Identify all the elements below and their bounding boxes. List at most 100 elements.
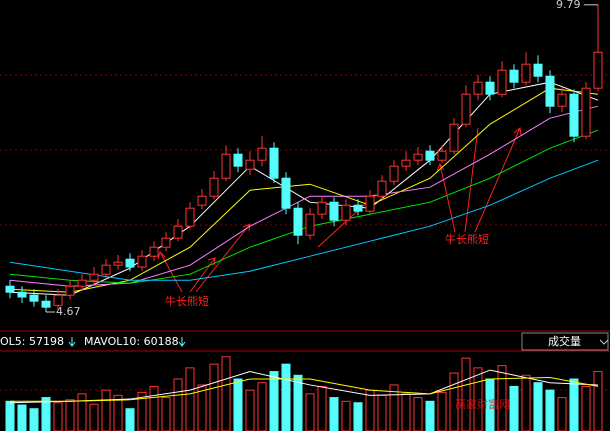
volume-bar (557, 397, 567, 431)
volume-bar (281, 363, 291, 431)
candle-body (509, 69, 519, 83)
down-arrow-icon (178, 337, 186, 347)
volume-bar (329, 397, 339, 431)
volume-bar (209, 363, 219, 431)
candle-body (365, 195, 375, 212)
volume-bar (461, 357, 471, 431)
volume-bar (569, 378, 579, 431)
volume-bar (137, 391, 147, 431)
candle-body (485, 81, 495, 95)
volume-bar (293, 374, 303, 431)
candle-body (209, 177, 219, 197)
candle-body (5, 285, 15, 293)
candle-body (581, 87, 591, 137)
candle-body (185, 207, 195, 227)
min-price-label: 4.67 (56, 305, 81, 318)
candle-body (281, 177, 291, 209)
volume-bar (65, 399, 75, 431)
panel-label[interactable]: 成交量 (548, 334, 581, 348)
candle-body (149, 246, 159, 257)
volume-bar (365, 389, 375, 431)
volume-bar (509, 385, 519, 431)
volume-bar (233, 378, 243, 431)
volume-bar (593, 371, 603, 431)
candle-body (413, 153, 423, 161)
candle-body (377, 180, 387, 197)
volume-indicator: OL5: 57198 (0, 335, 64, 348)
volume-bar (77, 393, 87, 431)
candle-body (101, 264, 111, 275)
volume-bar (185, 367, 195, 431)
volume-bar (269, 371, 279, 431)
candle-body (473, 81, 483, 95)
volume-bar (353, 402, 363, 431)
volume-bar (5, 400, 15, 431)
candle-body (521, 63, 531, 83)
volume-bar (257, 382, 267, 431)
candle-body (401, 159, 411, 167)
candle-body (221, 153, 231, 179)
dropdown-icon (599, 339, 609, 345)
candle-body (125, 258, 135, 268)
candle-body (389, 165, 399, 182)
candle-body (77, 279, 87, 287)
volume-bar (497, 365, 507, 431)
candle-body (593, 51, 603, 89)
volume-bar (545, 389, 555, 431)
volume-bar (125, 408, 135, 431)
candle-body (65, 285, 75, 296)
volume-bar (53, 402, 63, 431)
candle-body (245, 159, 255, 170)
candle-body (113, 261, 123, 266)
watermark: 赢家财富网 (455, 397, 510, 411)
volume-bar (221, 356, 231, 431)
max-price-label: 9.79 (556, 0, 581, 11)
volume-bar (149, 385, 159, 431)
volume-bar (173, 378, 183, 431)
volume-bar (341, 400, 351, 431)
candle-body (545, 75, 555, 107)
volume-bar (305, 393, 315, 431)
volume-bar (113, 394, 123, 431)
volume-bar (533, 382, 543, 431)
candle-body (257, 147, 267, 161)
moving-average (10, 377, 599, 402)
candle-body (497, 69, 507, 95)
volume-bar (401, 393, 411, 431)
candle-body (425, 150, 435, 161)
moving-average (9, 159, 599, 281)
volume-bar (161, 397, 171, 431)
candle-body (329, 201, 339, 221)
volume-bar (413, 397, 423, 431)
candle-body (317, 201, 327, 215)
candle-body (137, 255, 147, 268)
candle-body (293, 207, 303, 236)
volume-bar (473, 367, 483, 431)
candle-body (197, 195, 207, 206)
candle-body (269, 147, 279, 179)
candle-body (41, 300, 51, 308)
volume-bar (581, 385, 591, 431)
candle-body (533, 63, 543, 77)
candle-body (173, 225, 183, 239)
candle-body (557, 93, 567, 107)
panel-label-box[interactable] (521, 332, 609, 351)
candle-body (161, 237, 171, 248)
candle-body (29, 294, 39, 302)
volume-bar (377, 394, 387, 431)
volume-bar (41, 397, 51, 431)
annotation-arrows (157, 127, 522, 293)
volume-bar (245, 389, 255, 431)
down-arrow-icon (68, 337, 76, 347)
candle-body (437, 150, 447, 161)
candle-body (53, 294, 63, 306)
candle-body (353, 204, 363, 212)
annotation: 牛长熊短 (445, 232, 489, 246)
volume-bar (521, 374, 531, 431)
candle-body (305, 213, 315, 236)
candle-body (89, 273, 99, 281)
volume-bar (197, 384, 207, 431)
candle-body (233, 153, 243, 167)
